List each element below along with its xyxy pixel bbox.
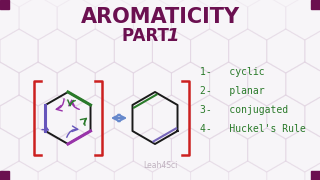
Text: 2-   planar: 2- planar <box>200 86 265 96</box>
Text: Leah4Sci: Leah4Sci <box>143 161 177 170</box>
Text: 1-   cyclic: 1- cyclic <box>200 67 265 77</box>
Text: PART: PART <box>122 27 174 45</box>
Bar <box>311 0 320 9</box>
Bar <box>0 171 9 180</box>
Text: AROMATICITY: AROMATICITY <box>80 7 240 27</box>
Text: 3-   conjugated: 3- conjugated <box>200 105 288 115</box>
Text: 1: 1 <box>166 27 178 45</box>
Bar <box>0 0 9 9</box>
Text: 4-   Huckel's Rule: 4- Huckel's Rule <box>200 124 306 134</box>
Bar <box>311 171 320 180</box>
